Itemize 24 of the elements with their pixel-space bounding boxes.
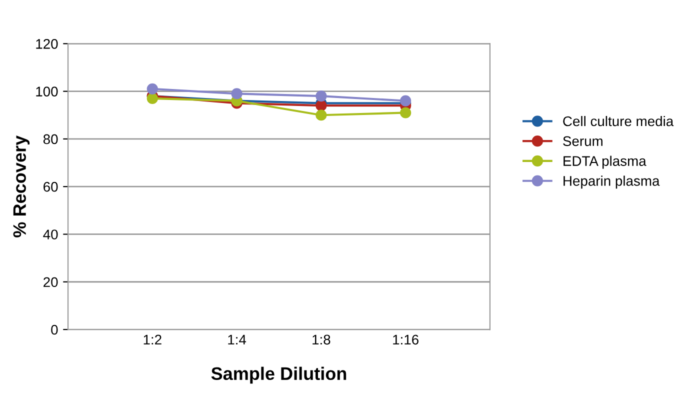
point bbox=[400, 107, 412, 118]
y-axis-title: % Recovery bbox=[13, 136, 30, 238]
y-tick-label: 20 bbox=[44, 277, 58, 288]
y-tick-label: 0 bbox=[51, 324, 58, 335]
point bbox=[231, 88, 242, 100]
legend-label: EDTA plasma bbox=[564, 156, 646, 169]
legend-label: Heparin plasma bbox=[564, 176, 660, 189]
y-tick-label: 120 bbox=[36, 39, 58, 49]
x-tick-label: 1:8 bbox=[312, 334, 330, 345]
y-tick-label: 100 bbox=[36, 86, 58, 96]
legend-label: Serum bbox=[563, 136, 602, 146]
x-tick-label: 1:2 bbox=[144, 334, 162, 344]
point bbox=[316, 90, 327, 102]
point bbox=[146, 83, 158, 94]
y-tick-label: 40 bbox=[43, 230, 58, 240]
x-axis-title: Sample Dilution bbox=[211, 366, 346, 384]
point bbox=[146, 92, 158, 104]
x-tick-label: 1:16 bbox=[393, 334, 418, 345]
x-tick-label: 1:4 bbox=[228, 334, 246, 344]
legend-label: Cell culture media bbox=[563, 116, 674, 126]
point bbox=[316, 110, 327, 121]
y-tick-label: 80 bbox=[43, 134, 58, 144]
y-tick-label: 60 bbox=[44, 182, 58, 192]
point bbox=[400, 95, 412, 106]
